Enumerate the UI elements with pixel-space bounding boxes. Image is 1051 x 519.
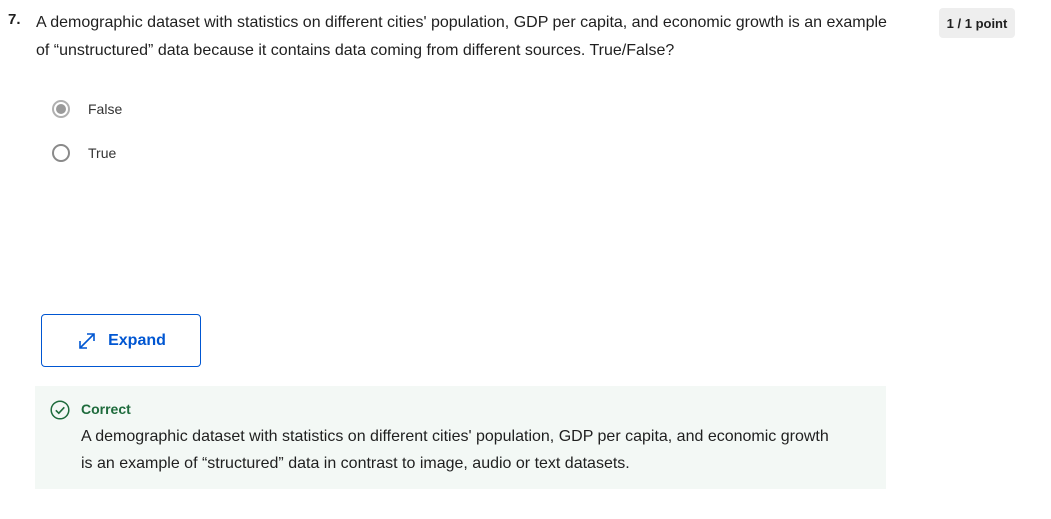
expand-label: Expand bbox=[108, 331, 166, 349]
option-true[interactable]: True bbox=[52, 141, 116, 165]
option-label: True bbox=[88, 145, 117, 161]
expand-button[interactable]: Expand bbox=[41, 314, 201, 367]
radio-button[interactable] bbox=[52, 144, 70, 162]
option-false[interactable]: False bbox=[52, 97, 122, 121]
radio-dot bbox=[56, 104, 66, 114]
feedback-panel: Correct A demographic dataset with stati… bbox=[35, 386, 886, 489]
feedback-status: Correct bbox=[81, 401, 131, 417]
question-number: 7. bbox=[8, 11, 21, 28]
option-label: False bbox=[88, 101, 123, 117]
feedback-text: A demographic dataset with statistics on… bbox=[81, 428, 829, 472]
radio-button-selected[interactable] bbox=[52, 100, 70, 118]
question-text: A demographic dataset with statistics on… bbox=[36, 14, 887, 59]
check-circle-icon bbox=[50, 400, 70, 420]
expand-arrows-icon bbox=[79, 332, 95, 349]
points-badge: 1 / 1 point bbox=[939, 8, 1015, 38]
